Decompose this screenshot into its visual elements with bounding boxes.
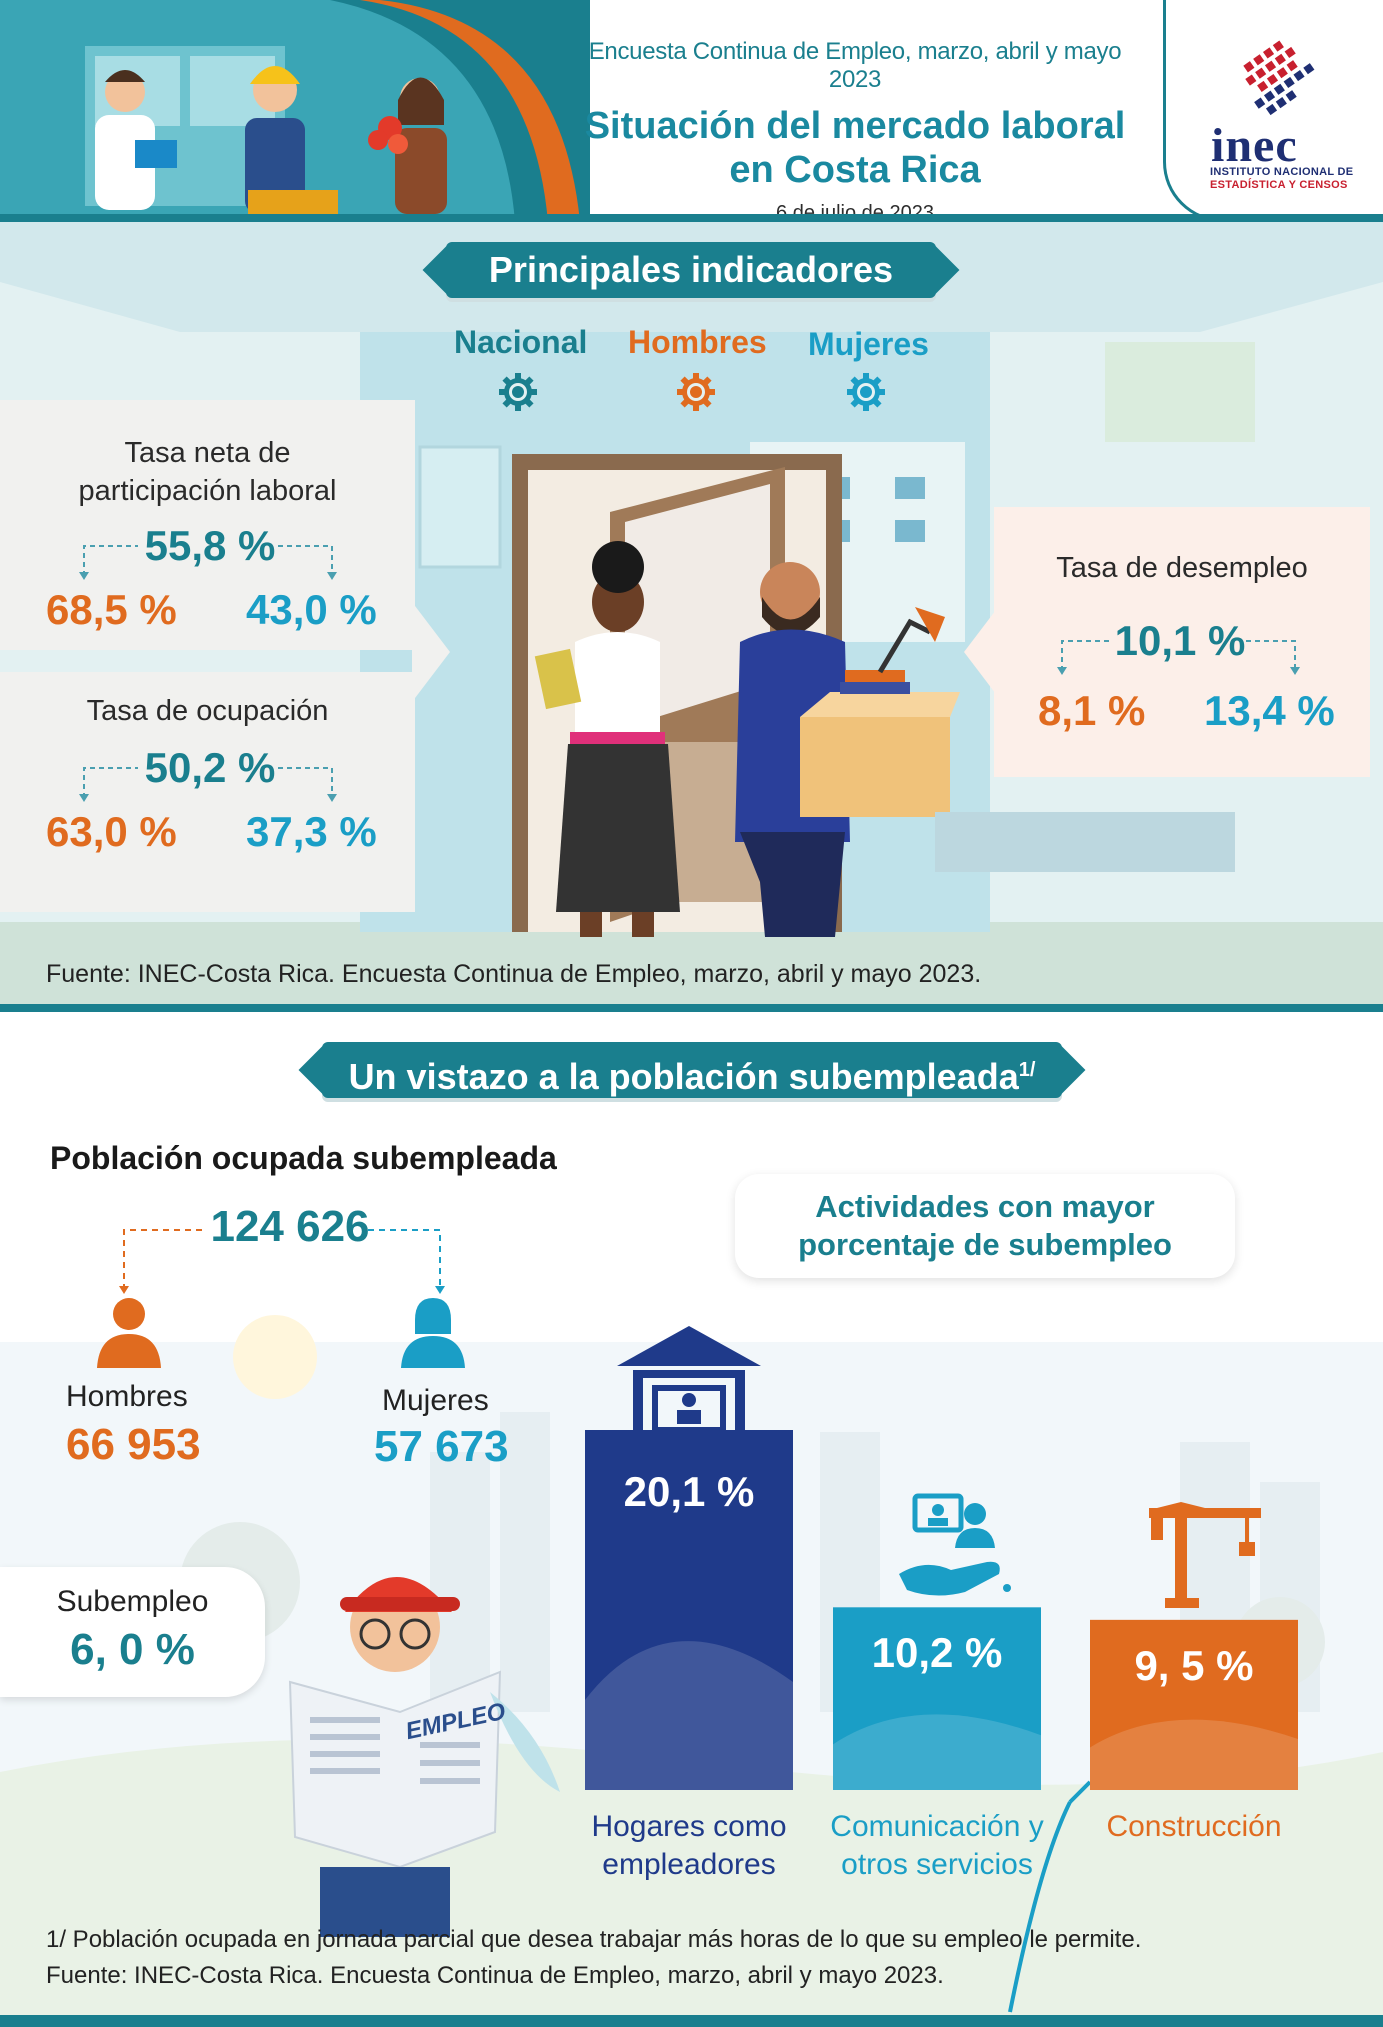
participation-title-line-1: Tasa neta de [124, 437, 291, 469]
underemployment-section: Un vistazo a la población subempleada 1/ … [0, 1012, 1383, 2027]
indicators-title: Principales indicadores [488, 249, 894, 290]
underemployed-total: 124 626 [210, 1202, 370, 1251]
activity-label-3: Construcción [1050, 1808, 1338, 1846]
indicators-title-ribbon: Principales indicadores [446, 242, 936, 298]
participation-national: 55,8 % [144, 522, 276, 569]
participation-title-line-2: participación laboral [78, 475, 337, 507]
inec-logo: inec INSTITUTO NACIONAL DE ESTADÍSTICA Y… [1163, 0, 1383, 222]
card-pointer [964, 602, 1002, 702]
underemployment-rate-box: Subempleo 6, 0 % [0, 1567, 265, 1697]
activity-label-line-2: otros servicios [841, 1848, 1033, 1881]
underemployment-title-ribbon: Un vistazo a la población subempleada1/ [322, 1042, 1062, 1098]
men-label: Hombres [66, 1380, 188, 1413]
activity-value-3: 9, 5 % [1134, 1641, 1254, 1689]
card-pointer [412, 602, 450, 702]
women-value: 57 673 [374, 1422, 509, 1471]
participation-title: Tasa neta de participación laboral [0, 434, 415, 510]
house-employer-icon [617, 1326, 761, 1433]
gear-icon-national [499, 373, 537, 411]
activity-label-1: Hogares como empleadores [545, 1808, 833, 1884]
activity-bar-1 [585, 1430, 793, 1790]
activity-value-2: 10,2 % [871, 1629, 1003, 1677]
header-text: Encuesta Continua de Empleo, marzo, abri… [560, 38, 1150, 222]
underemployment-rate-value: 6, 0 % [70, 1625, 195, 1674]
occupation-men: 63,0 % [46, 808, 177, 855]
split-arrows [119, 1229, 445, 1294]
activity-label-line-1: Hogares como [591, 1810, 787, 1843]
unemployment-title: Tasa de desempleo [1056, 552, 1308, 584]
activity-bar-2 [833, 1607, 1041, 1790]
footnote: 1/ Población ocupada en jornada parcial … [46, 1926, 1142, 1953]
bar-decoration-2 [833, 1714, 1041, 1790]
legend-women: Mujeres [808, 326, 929, 362]
survey-line: Encuesta Continua de Empleo, marzo, abri… [588, 38, 1122, 93]
participation-women: 43,0 % [246, 586, 377, 633]
section-divider [0, 1004, 1383, 1012]
men-value: 66 953 [66, 1420, 201, 1469]
activities-title-box: Actividades con mayor porcentaje de sube… [735, 1174, 1235, 1278]
participation-men: 68,5 % [46, 586, 177, 633]
logo-word: inec [1211, 119, 1298, 172]
page-title: Situación del mercado laboral en Costa R… [560, 104, 1150, 192]
bar-decoration-1 [585, 1641, 793, 1790]
unemployment-women: 13,4 % [1204, 687, 1335, 734]
occupation-title: Tasa de ocupación [86, 695, 329, 727]
occupation-card: Tasa de ocupación 50,2 % 63,0 % 37,3 % [0, 672, 415, 912]
indicators-source: Fuente: INEC-Costa Rica. Encuesta Contin… [46, 960, 982, 988]
unemployment-national: 10,1 % [1114, 617, 1246, 664]
split-arrows [79, 767, 337, 802]
gear-icon-men [677, 373, 715, 411]
inec-logo-mark-icon [1243, 40, 1315, 116]
activities-title-line-1: Actividades con mayor [815, 1189, 1155, 1224]
activity-label-line-1: Comunicación y [830, 1810, 1044, 1843]
title-line-1: Situación del mercado laboral [584, 105, 1126, 147]
underemployment-source: Fuente: INEC-Costa Rica. Encuesta Contin… [46, 1962, 944, 1989]
man-icon [97, 1298, 161, 1368]
header-divider [0, 214, 1383, 222]
bar-decoration-3 [1090, 1719, 1298, 1790]
title-footnote-marker: 1/ [1018, 1059, 1036, 1081]
participation-card: Tasa neta de participación laboral 55,8 … [0, 400, 415, 650]
activity-label-2: Comunicación y otros servicios [793, 1808, 1081, 1884]
bottom-divider [0, 2015, 1383, 2027]
logo-subtitle-2: ESTADÍSTICA Y CENSOS [1210, 179, 1348, 191]
split-arrows [1057, 640, 1300, 675]
activity-label-line-2: empleadores [602, 1848, 776, 1881]
activities-bar-chart [585, 1430, 1298, 1790]
communication-services-icon [899, 1493, 1011, 1596]
header: Encuesta Continua de Empleo, marzo, abri… [0, 0, 1383, 222]
bar-cap [585, 1430, 793, 1444]
footnote-block: 1/ Población ocupada en jornada parcial … [46, 1922, 1141, 1994]
split-arrows [79, 545, 337, 580]
underemployment-title: Un vistazo a la población subempleada1/ [349, 1056, 1036, 1097]
activity-value-1: 20,1 % [623, 1468, 755, 1515]
occupation-national: 50,2 % [144, 744, 276, 791]
activities-title: Actividades con mayor porcentaje de sube… [735, 1188, 1235, 1264]
legend-men: Hombres [628, 324, 767, 360]
construction-crane-icon [1149, 1502, 1261, 1608]
unemployment-card: Tasa de desempleo 10,1 % 8,1 % 13,4 % [994, 507, 1370, 777]
indicators-section: Principales indicadores Nacional Hombres… [0, 222, 1383, 1012]
title-line-2: en Costa Rica [729, 149, 981, 191]
underemployment-title-text: Un vistazo a la población subempleada [348, 1056, 1019, 1097]
activity-bar-3 [1090, 1619, 1298, 1790]
women-label: Mujeres [382, 1384, 489, 1417]
activity-label-line-1: Construcción [1106, 1810, 1282, 1843]
underemployment-rate-label: Subempleo [56, 1585, 209, 1618]
logo-subtitle-1: INSTITUTO NACIONAL DE [1210, 166, 1354, 178]
unemployment-men: 8,1 % [1038, 687, 1146, 734]
woman-icon [401, 1298, 465, 1368]
gear-icon-women [847, 373, 885, 411]
activities-title-line-2: porcentaje de subempleo [798, 1227, 1172, 1262]
header-illustration [0, 0, 590, 222]
legend-national: Nacional [454, 324, 588, 360]
occupation-women: 37,3 % [246, 808, 377, 855]
underemployed-population-title: Población ocupada subempleada [50, 1140, 557, 1176]
